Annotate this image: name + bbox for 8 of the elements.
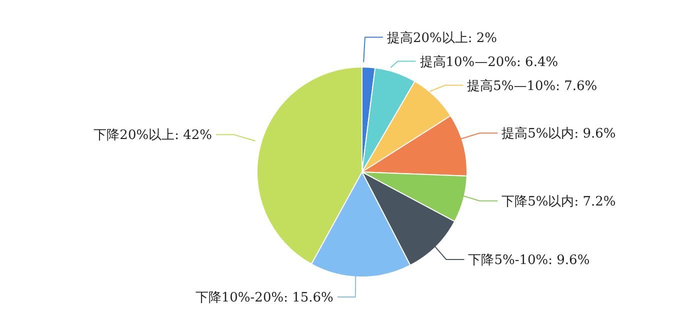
slice-label: 下降5%以内: 7.2% [502, 194, 616, 210]
slice-label: 提高20%以上: 2% [386, 30, 498, 46]
slice-label: 下降10%-20%: 15.6% [195, 290, 334, 306]
slice-label: 提高10%—20%: 6.4% [420, 54, 558, 70]
slice-label: 提高5%—10%: 7.6% [467, 78, 598, 94]
slice-label: 下降5%-10%: 9.6% [468, 253, 590, 268]
slice-label: 提高5%以内: 9.6% [502, 126, 616, 142]
slice-label: 下降20%以上: 42% [94, 128, 212, 144]
